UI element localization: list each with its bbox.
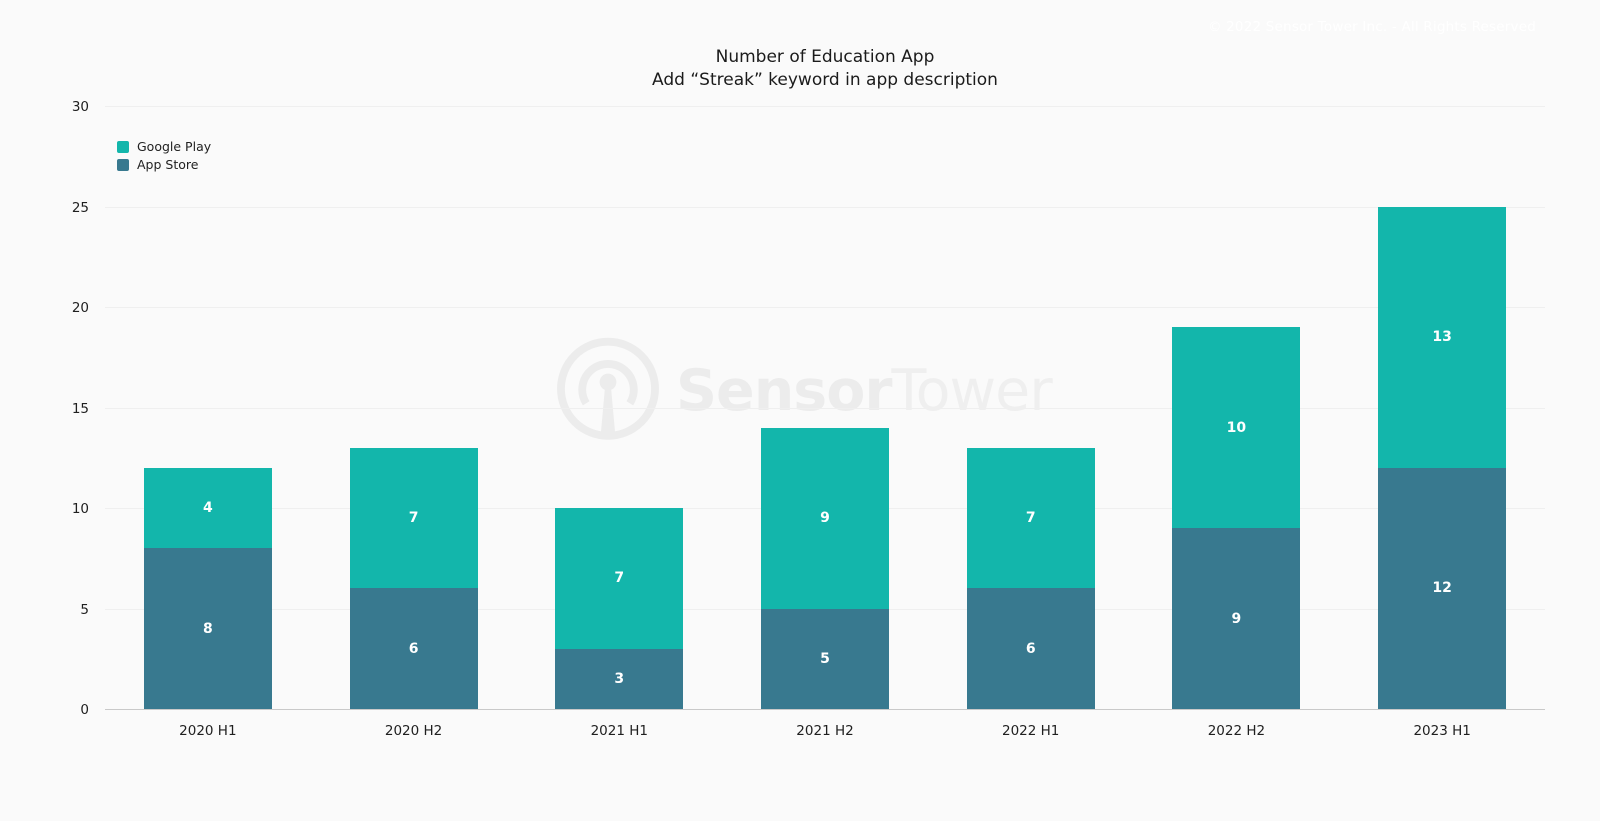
bar-2023-h1: 13 12 <box>1378 206 1507 710</box>
bar-value-label-app-store-2022-h1: 6 <box>1025 640 1036 657</box>
legend-item-google-play[interactable]: Google Play <box>117 138 211 156</box>
bar-value-label-google-play-2021-h2: 9 <box>820 510 830 527</box>
bar-value-label-google-play-2023-h1: 13 <box>1432 329 1452 346</box>
gridline-y-30 <box>105 106 1545 107</box>
gridline-y-15 <box>105 407 1545 409</box>
bar-value-label-google-play-2022-h2: 10 <box>1226 419 1247 436</box>
bar-segment-app-store-2023-h1[interactable]: 12 <box>1378 467 1507 709</box>
x-tick-label-2021-h2: 2021 H2 <box>796 723 854 739</box>
bar-value-label-app-store-2021-h1: 3 <box>614 670 625 687</box>
x-tick-label-2022-h1: 2022 H1 <box>1002 723 1060 739</box>
bar-segment-app-store-2022-h2[interactable]: 9 <box>1172 528 1301 709</box>
bar-value-label-google-play-2020-h2: 7 <box>408 510 419 527</box>
legend-swatch-app-store <box>117 159 129 171</box>
bar-segment-google-play-2021-h2[interactable]: 9 <box>761 427 889 609</box>
bar-value-label-google-play-2021-h1: 7 <box>614 570 625 587</box>
copyright-text: © 2022 Sensor Tower Inc. - All Rights Re… <box>1207 19 1536 35</box>
x-tick-label-2020-h2: 2020 H2 <box>384 723 443 739</box>
y-tick-label-10: 10 <box>71 501 89 517</box>
legend-label-google-play: Google Play <box>137 139 212 154</box>
bar-segment-app-store-2020-h1[interactable]: 8 <box>143 548 272 709</box>
legend: Google Play App Store <box>117 138 211 174</box>
bar-value-label-app-store-2023-h1: 12 <box>1432 580 1452 597</box>
x-tick-label-2022-h2: 2022 H2 <box>1207 723 1266 739</box>
bar-value-label-app-store-2022-h2: 9 <box>1231 610 1242 627</box>
bar-value-label-app-store-2020-h1: 8 <box>202 620 213 637</box>
gridline-y-25 <box>105 206 1545 208</box>
plot-area: 0 5 10 15 20 25 30 4 8 2020 H1 7 6 2020 H2 7 3 2021 H1 9… <box>72 99 1545 739</box>
y-tick-label-15: 15 <box>71 400 89 417</box>
bar-segment-google-play-2020-h2[interactable]: 7 <box>349 447 478 589</box>
bar-value-label-google-play-2020-h1: 4 <box>202 500 213 516</box>
gridline-y-20 <box>105 307 1545 308</box>
chart-title-line: Number of Education App <box>715 47 935 67</box>
bar-segment-app-store-2021-h2[interactable]: 5 <box>761 608 889 709</box>
legend-label-app-store: App Store <box>137 157 199 172</box>
legend-swatch-google-play <box>117 141 129 153</box>
bar-segment-google-play-2020-h1[interactable]: 4 <box>143 467 272 549</box>
x-tick-label-2020-h1: 2020 H1 <box>179 723 237 739</box>
bar-value-label-app-store-2020-h2: 6 <box>408 640 419 657</box>
chart-subtitle-line: Add “Streak” keyword in app description <box>652 70 998 90</box>
x-axis-line <box>105 709 1545 710</box>
bar-2022-h2: 10 9 <box>1172 327 1301 709</box>
bar-segment-google-play-2022-h2[interactable]: 10 <box>1172 327 1301 529</box>
x-tick-label-2021-h1: 2021 H1 <box>590 723 648 739</box>
bar-segment-google-play-2023-h1[interactable]: 13 <box>1378 206 1507 468</box>
y-tick-label-30: 30 <box>71 99 89 115</box>
bar-segment-app-store-2020-h2[interactable]: 6 <box>349 588 478 709</box>
bar-segment-google-play-2022-h1[interactable]: 7 <box>966 447 1095 589</box>
legend-item-app-store[interactable]: App Store <box>117 156 211 174</box>
bar-value-label-app-store-2021-h2: 5 <box>820 650 830 667</box>
y-tick-label-25: 25 <box>71 199 89 216</box>
bar-segment-app-store-2022-h1[interactable]: 6 <box>966 588 1095 709</box>
y-tick-label-5: 5 <box>80 601 89 618</box>
bar-value-label-google-play-2022-h1: 7 <box>1025 510 1036 527</box>
bar-segment-app-store-2021-h1[interactable]: 3 <box>555 648 684 709</box>
y-tick-label-20: 20 <box>71 300 89 316</box>
bar-segment-google-play-2021-h1[interactable]: 7 <box>555 508 684 649</box>
chart-title: Number of Education App Add “Streak” key… <box>105 46 1545 92</box>
x-tick-label-2023-h1: 2023 H1 <box>1413 723 1471 739</box>
y-tick-label-0: 0 <box>80 702 89 718</box>
